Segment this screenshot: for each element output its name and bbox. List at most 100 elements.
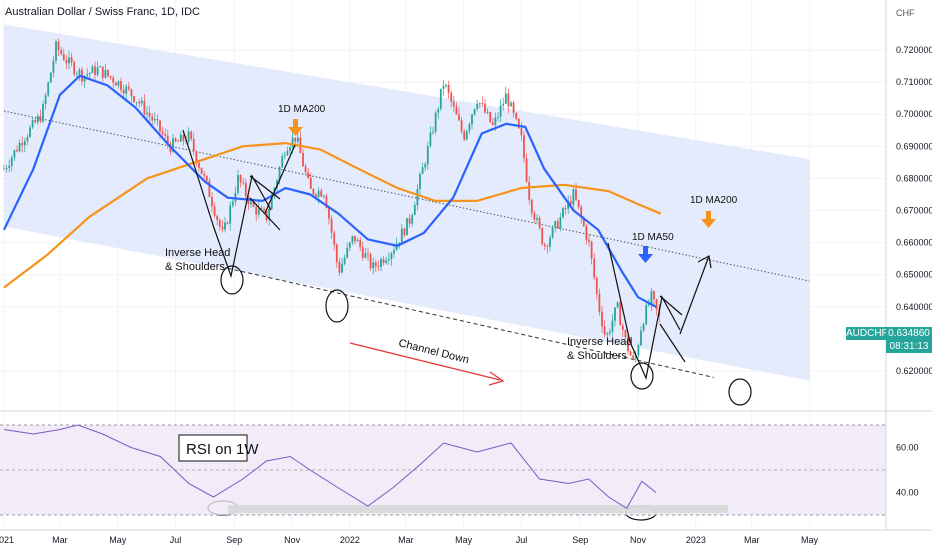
- candle-body: [432, 131, 434, 133]
- candle-body: [57, 41, 60, 51]
- time-tick-label: Mar: [52, 535, 68, 545]
- candle-body: [18, 142, 21, 152]
- candle-body: [590, 241, 593, 259]
- candle-body: [650, 291, 653, 305]
- price-badge: 0.634860: [886, 327, 932, 340]
- candle-body: [29, 127, 31, 137]
- flag1-upper: [249, 175, 281, 200]
- candle-body: [642, 324, 645, 331]
- candle-body: [517, 118, 520, 129]
- currency-label: CHF: [896, 8, 915, 18]
- time-tick-label: May: [109, 535, 127, 545]
- candle-body: [502, 103, 505, 106]
- rsi-tick-label: 40.00: [896, 488, 919, 498]
- time-tick-label: 2022: [340, 535, 360, 545]
- candle-body: [510, 102, 512, 107]
- candle-body: [364, 253, 367, 258]
- price-tick-label: 0.680000: [896, 173, 932, 183]
- candle-body: [452, 101, 455, 107]
- candle-body: [556, 221, 559, 229]
- candle-body: [455, 106, 458, 115]
- candle-body: [237, 175, 239, 194]
- candle-body: [476, 103, 479, 110]
- candle-body: [447, 84, 450, 93]
- candle-body: [445, 84, 447, 86]
- circle-low-3: [630, 362, 654, 390]
- candle-body: [151, 116, 154, 121]
- candle-body: [330, 218, 333, 233]
- candle-body: [192, 138, 195, 152]
- ma50-line: [3, 74, 657, 308]
- candle-body: [260, 208, 263, 210]
- flag1-lower: [249, 197, 281, 231]
- ihs1-label-line2: & Shoulders: [165, 261, 225, 273]
- circle-low-1: [220, 265, 244, 295]
- candle-body: [580, 207, 583, 218]
- ma200-right-label: 1D MA200: [690, 195, 738, 206]
- candle-body: [296, 137, 299, 142]
- candle-body: [429, 132, 432, 147]
- channel-arrowhead: [488, 371, 505, 386]
- candle-body: [270, 195, 273, 209]
- candle-body: [614, 307, 616, 321]
- ihs2-label-line2: & Shoulders: [567, 350, 627, 362]
- candle-body: [424, 164, 427, 168]
- candle-body: [231, 201, 234, 206]
- chart-title: Australian Dollar / Swiss Franc, 1D, IDC: [5, 6, 200, 18]
- candle-body: [101, 66, 104, 78]
- candle-body: [205, 175, 208, 181]
- rsi-tick-label: 60.00: [896, 443, 919, 453]
- candle-body: [62, 54, 65, 61]
- price-axis[interactable]: 0.720000 0.710000 0.700000 0.690000 0.680000…: [896, 45, 932, 376]
- rsi-label: RSI on 1W: [186, 441, 259, 458]
- candle-body: [403, 228, 406, 236]
- candle-body: [242, 182, 245, 184]
- time-axis[interactable]: 2021 Mar May Jul Sep Nov 2022 Mar May Jul Sep Nov 20…: [0, 535, 819, 545]
- time-tick-label: 2023: [686, 535, 706, 545]
- candle-body: [655, 299, 658, 310]
- candle-body: [226, 222, 229, 224]
- candle-body: [434, 112, 437, 132]
- candle-body: [182, 134, 185, 141]
- candle-body: [244, 182, 247, 197]
- symbol-badge: AUDCHF: [846, 327, 888, 340]
- candle-body: [283, 155, 286, 157]
- candle-body: [317, 190, 320, 197]
- candle-body: [523, 135, 525, 159]
- candle-body: [172, 138, 174, 152]
- candle-body: [619, 302, 622, 326]
- candles: [3, 38, 661, 363]
- candle-body: [645, 305, 648, 325]
- candle-body: [70, 57, 73, 63]
- candle-body: [125, 86, 128, 94]
- candle-body: [606, 333, 609, 335]
- candle-body: [400, 228, 403, 243]
- candle-body: [325, 195, 328, 208]
- candle-body: [224, 222, 226, 230]
- candle-body: [52, 60, 55, 73]
- rsi-axis[interactable]: 60.00 40.00: [896, 443, 919, 498]
- candle-body: [343, 257, 346, 264]
- price-tick-label: 0.640000: [896, 302, 932, 312]
- price-tick-label: 0.720000: [896, 45, 932, 55]
- candle-body: [78, 69, 81, 75]
- candle-body: [138, 101, 141, 104]
- candle-body: [3, 168, 5, 170]
- candle-body: [504, 93, 507, 104]
- candle-body: [486, 112, 489, 113]
- price-tick-label: 0.690000: [896, 141, 932, 151]
- candle-body: [159, 120, 161, 132]
- candle-body: [515, 112, 518, 119]
- candle-body: [315, 194, 317, 197]
- candle-body: [179, 134, 182, 142]
- candle-body: [148, 112, 151, 117]
- candle-body: [166, 135, 169, 144]
- candle-body: [322, 195, 325, 197]
- candle-body: [198, 162, 200, 168]
- candle-body: [146, 112, 148, 115]
- candle-body: [263, 208, 265, 211]
- projection-arrow: [679, 255, 710, 335]
- candle-body: [36, 115, 39, 123]
- candle-body: [577, 199, 580, 208]
